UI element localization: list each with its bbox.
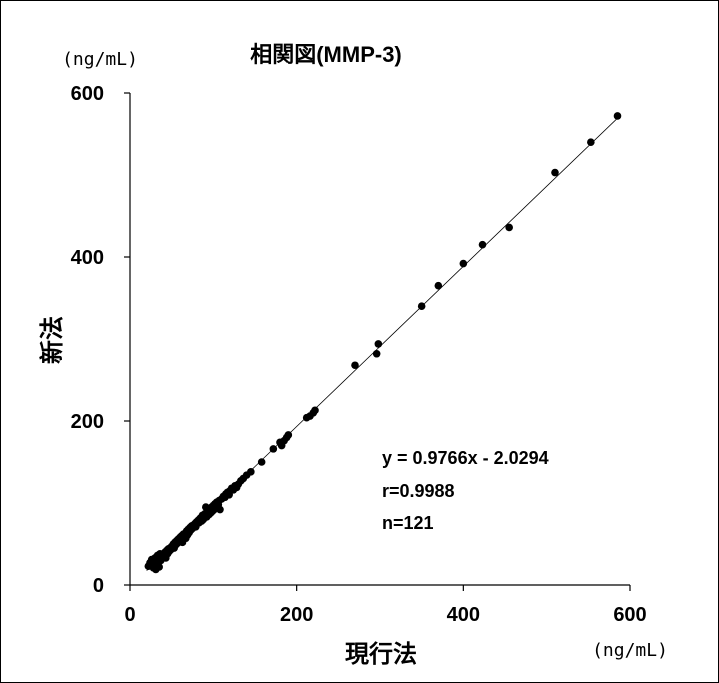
data-point: [417, 302, 426, 311]
y-axis-unit: (ng/mL): [62, 49, 138, 70]
data-point: [247, 468, 255, 476]
y-tick-label: 400: [71, 247, 104, 269]
data-point: [374, 340, 383, 348]
y-tick-label: 200: [71, 411, 104, 433]
sample-count: n=121: [382, 513, 434, 533]
x-axis-title: 現行法: [345, 640, 417, 668]
x-tick-label: 0: [124, 604, 135, 626]
data-point: [351, 361, 359, 370]
data-point: [434, 281, 443, 290]
data-point: [284, 431, 293, 439]
data-point: [276, 438, 284, 447]
data-point: [478, 240, 487, 249]
chart-title: 相関図(MMP-3): [250, 42, 402, 67]
labels-layer: 相関図(MMP-3) (ng/mL) (ng/mL) 現行法 新法 y = 0.…: [38, 42, 668, 668]
x-tick-label: 600: [613, 604, 646, 626]
data-point: [176, 534, 184, 543]
data-point: [154, 555, 163, 564]
correlation-coefficient: r=0.9988: [382, 481, 455, 501]
data-point: [613, 112, 622, 120]
points-layer: [144, 112, 622, 574]
plot-axes: 00 200 200 400 400 600 600: [71, 83, 647, 626]
x-tick-label: 200: [280, 604, 313, 626]
data-point: [216, 505, 224, 514]
data-point: [372, 349, 381, 358]
data-point: [257, 458, 266, 466]
regression-equation: y = 0.9766x - 2.0294: [382, 448, 549, 468]
data-point: [155, 563, 163, 571]
data-point: [459, 259, 468, 268]
data-point: [587, 138, 595, 146]
data-point: [505, 223, 513, 232]
data-point: [311, 406, 319, 415]
data-point: [147, 560, 156, 569]
x-axis-unit: (ng/mL): [592, 640, 668, 661]
y-tick-label: 0: [93, 575, 104, 597]
data-point: [551, 168, 559, 177]
y-tick-label: 600: [71, 83, 104, 105]
data-point: [269, 445, 278, 453]
y-axis-title: 新法: [38, 316, 66, 364]
x-tick-label: 400: [447, 604, 480, 626]
